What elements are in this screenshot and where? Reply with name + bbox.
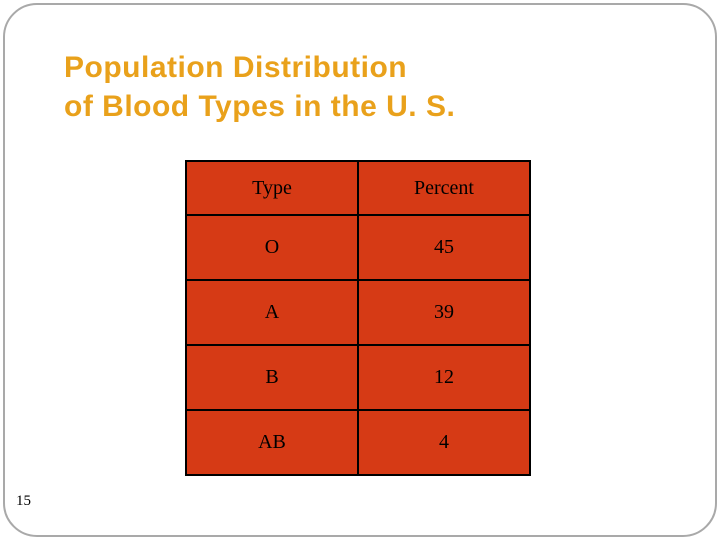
blood-type-table: Type Percent O 45 A 39 B 12 AB 4 [185,160,531,476]
cell-type: A [185,279,359,346]
title-line-1: Population Distribution [64,51,408,84]
cell-percent: 45 [357,214,531,281]
table-row: O 45 [185,214,531,281]
cell-percent: 12 [357,344,531,411]
cell-percent: 4 [357,409,531,476]
cell-type: B [185,344,359,411]
cell-type: O [185,214,359,281]
data-table: Type Percent O 45 A 39 B 12 AB 4 [185,160,531,476]
table-row: A 39 [185,279,531,346]
table-header-row: Type Percent [185,160,531,216]
slide-title: Population Distribution of Blood Types i… [64,48,455,126]
table-row: AB 4 [185,409,531,476]
cell-percent: 39 [357,279,531,346]
page-number: 15 [16,493,31,509]
column-header-percent: Percent [357,160,531,216]
column-header-type: Type [185,160,359,216]
table-row: B 12 [185,344,531,411]
title-line-2: of Blood Types in the U. S. [64,90,456,123]
cell-type: AB [185,409,359,476]
